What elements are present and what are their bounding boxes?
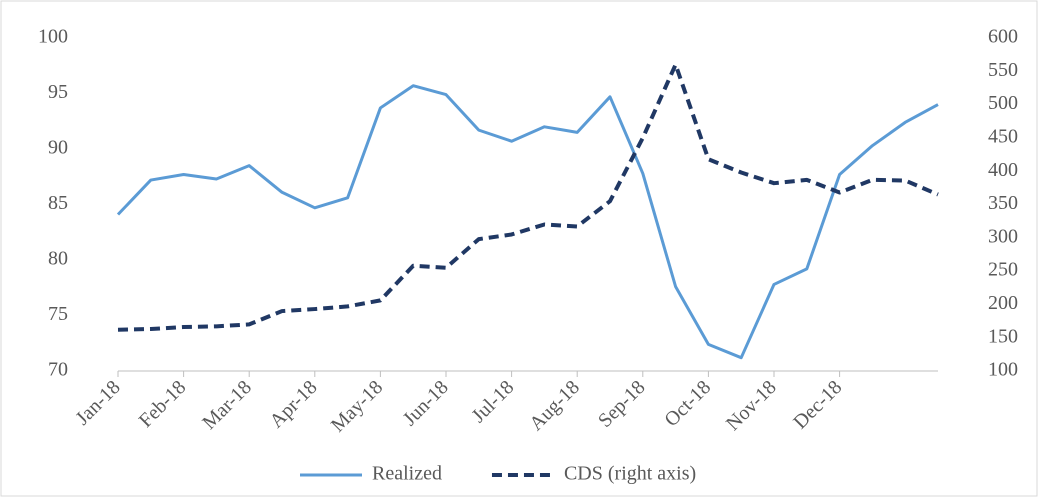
y2-tick-label: 300 xyxy=(988,225,1018,247)
y2-tick-label: 450 xyxy=(988,125,1018,147)
y-tick-label: 95 xyxy=(48,81,68,103)
legend-label: CDS (right axis) xyxy=(564,463,696,485)
y2-tick-label: 400 xyxy=(988,159,1018,181)
y2-tick-label: 500 xyxy=(988,92,1018,114)
y-tick-label: 90 xyxy=(48,137,68,159)
y2-tick-label: 550 xyxy=(988,59,1018,81)
y-tick-label: 85 xyxy=(48,192,68,214)
y2-tick-label: 250 xyxy=(988,259,1018,281)
y-tick-label: 70 xyxy=(48,359,68,381)
y2-tick-label: 600 xyxy=(988,26,1018,48)
y-tick-label: 100 xyxy=(38,26,68,48)
legend-label: Realized xyxy=(372,463,442,485)
series-line xyxy=(117,62,939,332)
y-tick-label: 75 xyxy=(48,303,68,325)
y-tick-label: 80 xyxy=(48,248,68,270)
y2-tick-label: 200 xyxy=(988,292,1018,314)
y2-tick-label: 350 xyxy=(988,192,1018,214)
series-line xyxy=(116,84,939,360)
y2-tick-label: 100 xyxy=(988,359,1018,381)
y2-tick-label: 150 xyxy=(988,325,1018,347)
